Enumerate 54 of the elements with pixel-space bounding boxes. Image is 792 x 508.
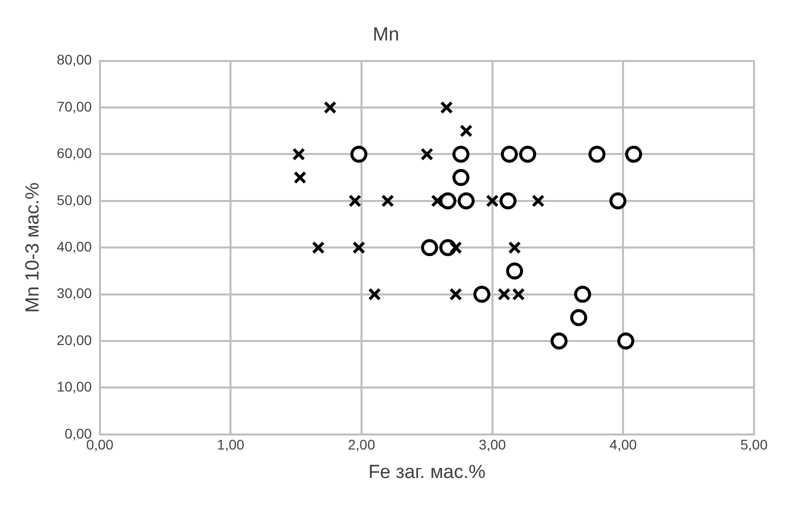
y-axis-title: Mn 10-3 мас.% [22, 182, 44, 313]
point [532, 194, 545, 208]
x-tick-label: 5,00 [740, 436, 768, 453]
point [449, 288, 462, 301]
point [588, 146, 606, 163]
point [574, 286, 592, 303]
y-tick-label: 0,00 [64, 425, 92, 442]
y-tick-label: 60,00 [56, 145, 92, 162]
point [350, 146, 368, 163]
point [452, 146, 470, 163]
y-tick-label: 10,00 [56, 378, 92, 395]
point [519, 146, 536, 163]
point [312, 241, 325, 254]
point [449, 241, 462, 254]
point [452, 169, 470, 186]
point [352, 241, 366, 254]
point [430, 194, 444, 208]
point [294, 171, 306, 184]
point [498, 288, 511, 301]
point [458, 192, 475, 210]
x-tick-label: 1,00 [217, 436, 245, 453]
y-tick-label: 80,00 [56, 52, 92, 68]
point [440, 101, 453, 114]
y-tick-label: 50,00 [56, 192, 92, 208]
point [439, 192, 456, 210]
y-tick-label: 40,00 [56, 238, 92, 254]
y-tick-label: 20,00 [56, 332, 92, 348]
point [420, 148, 434, 161]
point [348, 194, 362, 208]
x-axis-title: Fe заг. мас.% [368, 462, 486, 483]
point [486, 194, 499, 208]
x-tick-label: 4,00 [610, 436, 638, 453]
point [609, 192, 626, 210]
point [508, 241, 522, 254]
point [324, 101, 337, 114]
x-tick-label: 2,00 [348, 436, 376, 453]
y-tick-label: 30,00 [56, 285, 92, 302]
point [473, 286, 490, 303]
y-tick-label: 70,00 [56, 98, 92, 114]
point [550, 332, 568, 350]
point [368, 288, 382, 301]
point [625, 146, 642, 163]
point [512, 288, 525, 301]
x-tick-label: 3,00 [478, 436, 506, 453]
point [460, 124, 473, 138]
chart-title: Mn [372, 24, 400, 46]
point [421, 239, 438, 256]
point [617, 332, 634, 350]
point [506, 262, 524, 280]
point [500, 146, 518, 163]
point [381, 194, 394, 208]
point [500, 192, 517, 210]
point [292, 148, 306, 161]
point [570, 309, 588, 326]
